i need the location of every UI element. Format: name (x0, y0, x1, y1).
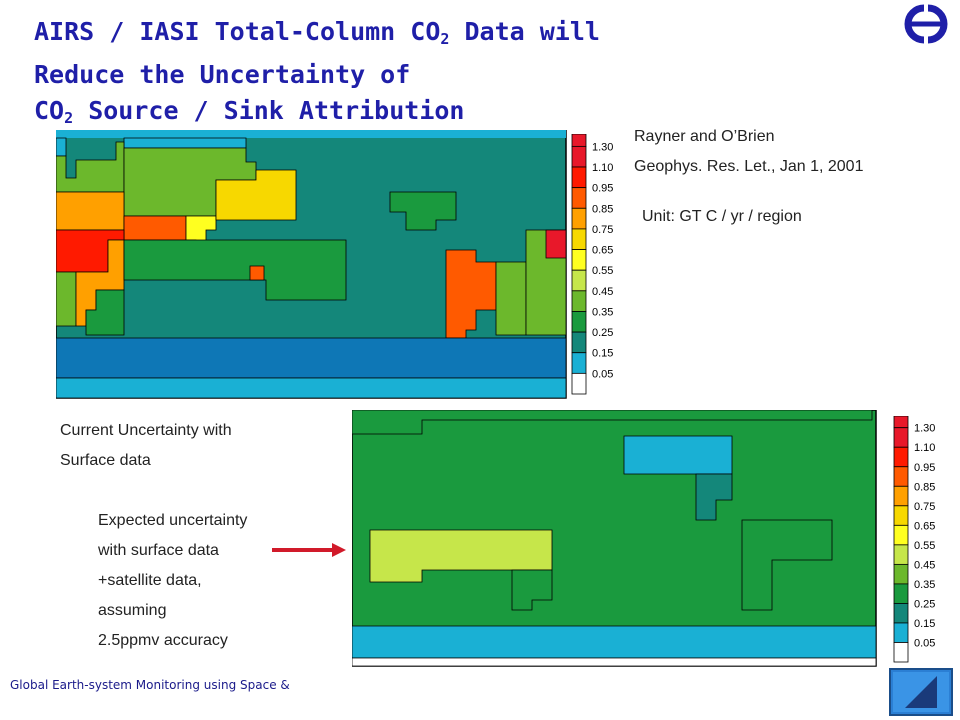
slide-title: AIRS / IASI Total-Column CO2 Data will R… (34, 14, 794, 136)
back-triangle-icon[interactable] (889, 668, 953, 716)
title-text: Data will (449, 17, 600, 46)
colorbar-swatch (571, 311, 587, 333)
colorbar-tick-label: 0.25 (914, 598, 935, 610)
title-text: CO (34, 96, 65, 125)
colorbar-swatch (571, 269, 587, 292)
colorbar-swatch (893, 427, 909, 448)
colorbar-tick-label: 0.95 (914, 462, 935, 474)
region-arctic (56, 130, 566, 138)
caption-line: +satellite data, (98, 572, 202, 589)
colorbar-tick-label: 0.35 (592, 306, 613, 318)
title-line-3: CO2 Source / Sink Attribution (34, 93, 794, 136)
region-australia (495, 261, 527, 336)
colorbar-tick-label: 0.75 (914, 501, 935, 513)
colorbar-tick-label: 0.85 (592, 203, 613, 215)
colorbar-tick-label: 0.15 (914, 618, 935, 630)
region-small-hotspot (249, 265, 265, 281)
title-text: Source / Sink Attribution (73, 96, 465, 125)
region-antarctica (352, 657, 877, 667)
colorbar-top: 1.30 1.10 0.95 0.85 0.75 0.65 0.55 0.45 0.35 0.25… (571, 134, 613, 395)
caption-line: assuming (98, 602, 167, 619)
reference-journal: Geophys. Res. Let., Jan 1, 2001 (634, 158, 864, 175)
colorbar-tick-label: 0.15 (592, 348, 613, 360)
title-line-1: AIRS / IASI Total-Column CO2 Data will (34, 14, 794, 57)
colorbar-tick-label: 1.30 (914, 423, 935, 435)
colorbar-swatch (571, 372, 587, 395)
colorbar-swatch (893, 524, 909, 546)
colorbar-swatch (893, 544, 909, 565)
region-europe (215, 169, 297, 221)
colorbar-swatch (571, 187, 587, 209)
top-map-caption: Current Uncertainty with Surface data (60, 416, 232, 476)
unit-label: Unit: GT C / yr / region (642, 208, 802, 225)
colorbar-tick-label: 0.05 (914, 637, 935, 649)
colorbar-swatch (571, 166, 587, 189)
colorbar-swatch (893, 622, 909, 643)
colorbar-tick-label: 0.55 (592, 265, 613, 277)
colorbar-tick-label: 0.05 (592, 368, 613, 380)
colorbar-swatch (571, 145, 587, 168)
reference-authors: Rayner and O’Brien (634, 128, 775, 145)
caption-line: Expected uncertainty (98, 512, 248, 529)
region-alaska (56, 191, 125, 231)
region-southern-ocean (352, 625, 877, 659)
title-subscript: 2 (440, 30, 450, 48)
region-north-atlantic (123, 215, 187, 241)
colorbar-swatch (571, 290, 587, 312)
colorbar-swatch (571, 207, 587, 230)
colorbar-tick-label: 0.65 (914, 520, 935, 532)
map-current-uncertainty (56, 130, 567, 399)
colorbar-cap (893, 416, 909, 429)
colorbar-tick-label: 1.30 (592, 141, 613, 153)
colorbar-swatch (571, 352, 587, 374)
region-tropical-atlantic (369, 529, 553, 583)
colorbar-tick-label: 1.10 (592, 162, 613, 174)
colorbar-swatch (571, 228, 587, 250)
region-central-asia (389, 191, 457, 231)
colorbar-tick-label: 0.35 (914, 579, 935, 591)
colorbar-swatch (571, 331, 587, 354)
colorbar-tick-label: 0.25 (592, 327, 613, 339)
footer-text: Global Earth-system Monitoring using Spa… (10, 678, 290, 692)
title-line-2: Reduce the Uncertainty of (34, 60, 411, 89)
region-east-asia (545, 229, 567, 259)
region-central-asia (695, 473, 733, 521)
colorbar-cap (571, 134, 587, 147)
colorbar-swatch (893, 466, 909, 487)
colorbar-swatch (893, 603, 909, 624)
caption-line: Current Uncertainty with (60, 422, 232, 439)
colorbar-swatch (893, 563, 909, 585)
region-antarctica (56, 377, 567, 399)
region-southern-ocean (56, 337, 567, 379)
caption-line: 2.5ppmv accuracy (98, 632, 228, 649)
colorbar-tick-label: 1.10 (914, 442, 935, 454)
colorbar-swatch (893, 642, 909, 663)
colorbar-swatch (893, 446, 909, 468)
region-tropical-atlantic (123, 239, 347, 301)
caption-line: Surface data (60, 452, 151, 469)
caption-line: with surface data (98, 542, 219, 559)
map-expected-uncertainty (352, 410, 877, 667)
colorbar-bottom: 1.30 1.10 0.95 0.85 0.75 0.65 0.55 0.45 0.35 0.25… (893, 416, 935, 663)
bottom-map-caption: Expected uncertainty with surface data +… (98, 506, 247, 656)
ecmwf-logo-icon (904, 4, 948, 44)
colorbar-tick-label: 0.85 (914, 481, 935, 493)
colorbar-tick-label: 0.45 (914, 559, 935, 571)
colorbar-swatch (893, 583, 909, 604)
title-text: AIRS / IASI Total-Column CO (34, 17, 441, 46)
colorbar-tick-label: 0.65 (592, 245, 613, 257)
region-northern-asia (623, 435, 733, 475)
colorbar-tick-label: 0.95 (592, 183, 613, 195)
colorbar-swatch (893, 505, 909, 526)
colorbar-tick-label: 0.75 (592, 224, 613, 236)
title-subscript: 2 (64, 109, 74, 127)
colorbar-swatch (893, 485, 909, 507)
arrow-right-icon (272, 543, 346, 557)
colorbar-swatch (571, 249, 587, 271)
colorbar-tick-label: 0.45 (592, 286, 613, 298)
colorbar-tick-label: 0.55 (914, 540, 935, 552)
